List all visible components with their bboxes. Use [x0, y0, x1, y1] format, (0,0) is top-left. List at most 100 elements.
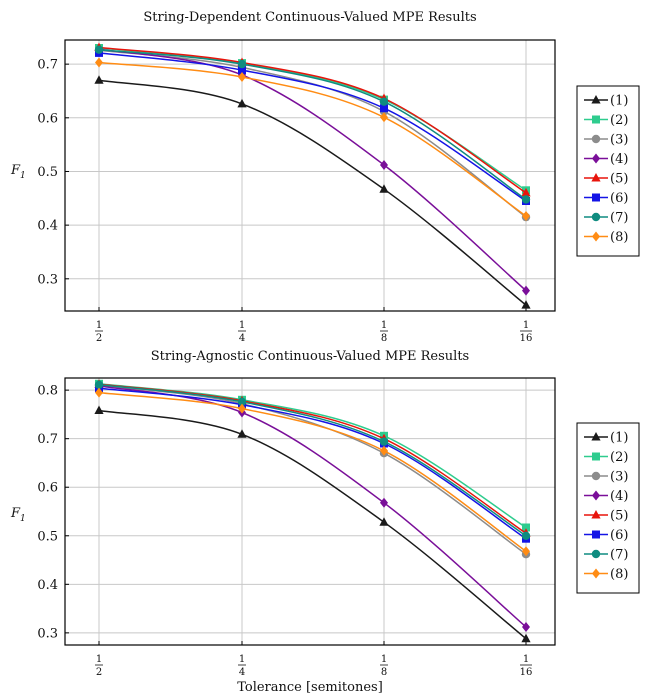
series-line-5: [98, 46, 527, 194]
series-line-3: [98, 384, 527, 555]
data-point-series-7: [94, 380, 104, 389]
plot-frame: [64, 39, 556, 312]
legend-label-1: (1): [610, 94, 628, 109]
series-line-1: [98, 79, 527, 306]
legend-marker-3: [591, 134, 601, 144]
data-point-series-4: [522, 622, 530, 632]
legend-marker-3: [591, 471, 601, 481]
data-point-series-1: [237, 429, 247, 438]
data-point-series-1: [94, 75, 104, 84]
data-point-series-1: [521, 633, 531, 643]
x-tick-label-numerator: 1: [381, 654, 387, 665]
chart-string-agnostic: String-Agnostic Continuous-Valued MPE Re…: [10, 349, 640, 678]
y-axis-label: F1: [10, 506, 26, 524]
y-tick-label: 0.8: [37, 384, 58, 399]
data-point-series-6: [380, 104, 388, 113]
series-line-7: [98, 384, 527, 537]
series-line-8: [98, 61, 527, 217]
chart-title: String-Dependent Continuous-Valued MPE R…: [143, 10, 476, 25]
legend-marker-6: [592, 530, 600, 539]
data-point-series-8: [95, 387, 103, 398]
x-tick-label-numerator: 1: [381, 320, 387, 331]
x-tick-label-numerator: 1: [523, 654, 529, 665]
series-line-4: [98, 385, 527, 628]
legend-label-6: (6): [610, 191, 628, 206]
y-tick-label: 0.3: [37, 626, 58, 641]
x-tick-label-denominator: 2: [96, 667, 102, 678]
legend-label-5: (5): [610, 509, 628, 524]
legend-box: [576, 85, 640, 257]
x-tick-label-denominator: 4: [239, 333, 245, 344]
legend-label-8: (8): [610, 567, 628, 582]
data-point-series-8: [380, 445, 388, 456]
data-point-series-7: [237, 397, 247, 406]
x-tick-label-denominator: 16: [520, 667, 533, 678]
legend-marker-4: [592, 153, 600, 164]
data-point-series-7: [379, 97, 389, 106]
legend-label-2: (2): [610, 450, 628, 465]
data-point-series-6: [238, 66, 246, 75]
legend-marker-1: [591, 432, 601, 441]
series-line-8: [98, 391, 527, 552]
chart-title: String-Agnostic Continuous-Valued MPE Re…: [151, 349, 469, 364]
y-tick-label: 0.4: [37, 219, 58, 234]
data-point-series-5: [521, 187, 531, 197]
legend-label-8: (8): [610, 230, 628, 245]
data-point-series-1: [521, 300, 531, 309]
x-tick-label-numerator: 1: [239, 320, 245, 331]
legend-label-7: (7): [610, 548, 628, 563]
legend-marker-2: [592, 115, 600, 124]
plot-frame: [64, 377, 556, 646]
data-point-series-7: [379, 437, 389, 446]
legend-label-4: (4): [610, 489, 628, 504]
legend-marker-5: [591, 510, 601, 519]
y-tick-label: 0.7: [37, 432, 58, 447]
legend-label-2: (2): [610, 113, 628, 128]
x-tick-label-numerator: 1: [239, 654, 245, 665]
x-axis-label: Tolerance [semitones]: [237, 680, 383, 695]
data-point-series-8: [522, 546, 530, 557]
legend-marker-7: [591, 212, 601, 222]
data-point-series-7: [521, 195, 531, 204]
series-line-6: [98, 387, 527, 540]
series-line-1: [98, 409, 527, 640]
legend-label-5: (5): [610, 172, 628, 187]
data-point-series-4: [380, 160, 388, 170]
legend-label-7: (7): [610, 211, 628, 226]
x-tick-label-numerator: 1: [96, 320, 102, 331]
y-tick-label: 0.5: [37, 529, 58, 544]
legend-marker-4: [592, 490, 600, 501]
data-point-series-8: [380, 112, 388, 123]
y-tick-label: 0.3: [37, 272, 58, 287]
data-point-series-1: [379, 517, 389, 526]
y-axis-label: F1: [10, 163, 26, 181]
series-line-6: [98, 52, 527, 202]
data-point-series-4: [380, 497, 388, 508]
legend-label-3: (3): [610, 133, 628, 148]
y-tick-label: 0.6: [37, 111, 58, 126]
legend-label-3: (3): [610, 470, 628, 485]
x-tick-label-numerator: 1: [96, 654, 102, 665]
y-tick-label: 0.5: [37, 165, 58, 180]
series-line-4: [98, 48, 527, 292]
legend-marker-1: [591, 95, 601, 104]
x-tick-label-numerator: 1: [523, 320, 529, 331]
data-point-series-1: [94, 405, 104, 414]
legend-label-1: (1): [610, 431, 628, 446]
data-point-series-7: [521, 531, 531, 540]
legend-label-6: (6): [610, 528, 628, 543]
data-point-series-1: [237, 98, 247, 108]
data-point-series-7: [237, 59, 247, 69]
legend-marker-5: [591, 173, 601, 182]
y-tick-label: 0.4: [37, 578, 58, 593]
x-tick-label-denominator: 8: [381, 667, 387, 678]
legend-marker-6: [592, 193, 600, 202]
legend-marker-8: [592, 231, 600, 242]
chart-string-dependent: String-Dependent Continuous-Valued MPE R…: [10, 10, 640, 344]
series-line-5: [98, 383, 527, 534]
x-tick-label-denominator: 4: [239, 667, 245, 678]
y-axis-label-subscript: 1: [20, 171, 26, 181]
x-tick-label-denominator: 8: [381, 333, 387, 344]
data-point-series-8: [522, 211, 530, 221]
